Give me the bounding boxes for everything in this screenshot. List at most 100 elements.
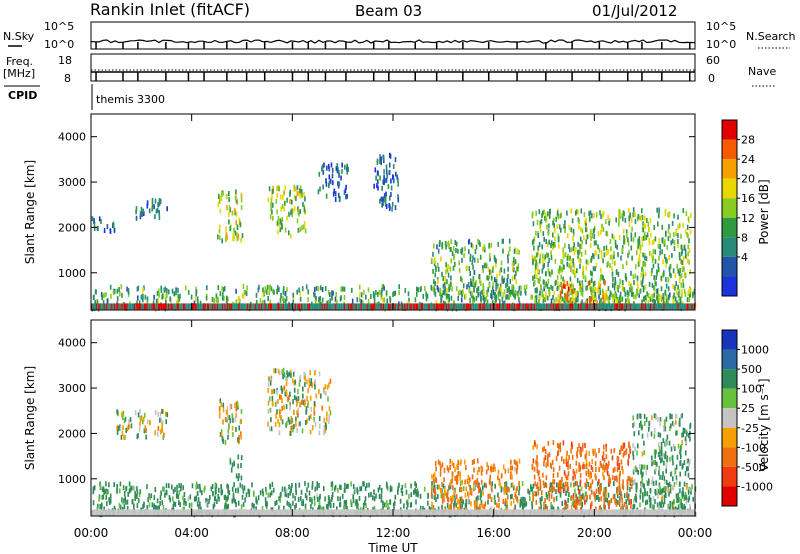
- echo-cell: [350, 502, 353, 508]
- echo-cell: [592, 266, 595, 272]
- echo-cell: [372, 303, 375, 310]
- echo-cell: [546, 283, 549, 289]
- echo-cell: [681, 464, 684, 470]
- echo-cell: [602, 294, 604, 300]
- echo-cell: [469, 303, 472, 310]
- echo-cell: [653, 413, 656, 419]
- echo-cell: [380, 291, 383, 297]
- echo-cell: [680, 282, 683, 288]
- echo-cell: [396, 303, 399, 310]
- echo-cell: [654, 489, 656, 494]
- echo-cell: [139, 421, 141, 427]
- echo-cell: [190, 502, 193, 508]
- echo-cell: [534, 280, 536, 285]
- echo-cell: [572, 246, 575, 252]
- echo-cell: [396, 509, 399, 516]
- echo-cell: [326, 303, 328, 310]
- echo-cell: [512, 292, 515, 298]
- freq-panel: [91, 69, 695, 81]
- echo-cell: [158, 303, 161, 310]
- echo-cell: [546, 461, 548, 467]
- echo-cell: [453, 506, 455, 512]
- echo-cell: [444, 303, 446, 310]
- echo-cell: [498, 303, 500, 310]
- echo-cell: [613, 481, 615, 486]
- echo-cell: [511, 482, 514, 488]
- echo-cell: [541, 268, 544, 274]
- echo-cell: [240, 434, 242, 440]
- echo-cell: [569, 298, 572, 304]
- echo-cell: [377, 185, 379, 191]
- echo-cell: [380, 160, 382, 166]
- echo-cell: [633, 294, 635, 300]
- echo-cell: [594, 303, 596, 310]
- echo-cell: [607, 463, 609, 469]
- echo-cell: [551, 269, 553, 275]
- echo-cell: [297, 388, 299, 394]
- echo-cell: [580, 451, 582, 457]
- echo-cell: [177, 293, 180, 299]
- echo-cell: [287, 493, 290, 498]
- echo-cell: [627, 241, 630, 247]
- echo-cell: [570, 299, 573, 304]
- echo-cell: [669, 414, 672, 420]
- echo-cell: [654, 303, 656, 310]
- echo-cell: [321, 303, 323, 310]
- echo-cell: [102, 299, 105, 305]
- echo-cell: [122, 414, 124, 420]
- echo-cell: [229, 403, 232, 409]
- echo-cell: [377, 509, 380, 516]
- echo-cell: [231, 462, 234, 468]
- echo-cell: [619, 496, 621, 502]
- echo-cell: [526, 303, 528, 310]
- echo-cell: [480, 479, 483, 485]
- echo-cell: [343, 295, 346, 300]
- echo-cell: [189, 303, 191, 310]
- echo-cell: [394, 205, 397, 211]
- echo-cell: [593, 280, 596, 286]
- echo-cell: [652, 480, 655, 486]
- echo-cell: [141, 509, 143, 516]
- echo-cell: [261, 488, 264, 494]
- echo-cell: [436, 285, 439, 291]
- echo-cell: [571, 303, 573, 310]
- echo-cell: [273, 289, 275, 295]
- echo-cell: [183, 492, 186, 497]
- echo-cell: [493, 499, 496, 504]
- echo-cell: [476, 505, 478, 511]
- echo-cell: [235, 502, 237, 508]
- echo-cell: [688, 462, 690, 468]
- echo-cell: [430, 284, 433, 290]
- echo-cell: [450, 258, 452, 264]
- echo-cell: [687, 233, 689, 239]
- echo-cell: [659, 417, 662, 423]
- echo-cell: [667, 236, 670, 242]
- echo-cell: [479, 495, 482, 501]
- echo-cell: [671, 420, 674, 426]
- echo-cell: [609, 294, 611, 300]
- echo-cell: [646, 479, 648, 485]
- echo-cell: [449, 509, 451, 516]
- echo-cell: [328, 414, 330, 420]
- echo-cell: [327, 501, 330, 507]
- echo-cell: [313, 509, 315, 516]
- echo-cell: [408, 297, 410, 303]
- echo-cell: [292, 371, 295, 377]
- echo-cell: [538, 242, 541, 248]
- echo-cell: [576, 209, 578, 215]
- echo-cell: [456, 464, 458, 470]
- echo-cell: [678, 303, 680, 310]
- echo-cell: [234, 403, 237, 409]
- echo-cell: [291, 199, 293, 205]
- echo-cell: [588, 211, 590, 216]
- echo-cell: [387, 503, 389, 508]
- echo-cell: [667, 294, 670, 300]
- echo-cell: [648, 240, 651, 246]
- echo-cell: [288, 509, 290, 516]
- echo-cell: [288, 371, 291, 377]
- echo-cell: [93, 509, 95, 516]
- echo-cell: [444, 509, 446, 516]
- echo-cell: [675, 479, 678, 485]
- echo-cell: [145, 434, 147, 440]
- echo-cell: [502, 248, 504, 254]
